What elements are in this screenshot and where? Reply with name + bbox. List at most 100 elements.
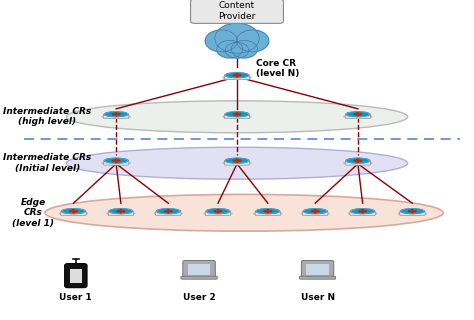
Ellipse shape — [351, 209, 374, 213]
Bar — [306, 264, 329, 275]
Ellipse shape — [60, 212, 87, 215]
Ellipse shape — [66, 147, 408, 179]
Ellipse shape — [256, 209, 280, 213]
Ellipse shape — [223, 115, 251, 118]
FancyBboxPatch shape — [345, 160, 371, 165]
Circle shape — [357, 160, 359, 161]
Circle shape — [120, 210, 122, 211]
Circle shape — [362, 212, 364, 213]
Circle shape — [233, 114, 235, 115]
Circle shape — [205, 30, 237, 52]
Ellipse shape — [228, 74, 246, 77]
Ellipse shape — [225, 158, 249, 163]
Circle shape — [236, 114, 238, 115]
Circle shape — [365, 211, 366, 212]
FancyBboxPatch shape — [224, 114, 250, 119]
Ellipse shape — [112, 210, 129, 213]
Circle shape — [117, 211, 119, 212]
Ellipse shape — [404, 210, 421, 213]
Text: Intermediate CRs
(high level): Intermediate CRs (high level) — [3, 107, 91, 126]
Circle shape — [354, 160, 356, 161]
Ellipse shape — [349, 113, 366, 116]
Circle shape — [115, 113, 117, 114]
Circle shape — [314, 210, 316, 211]
Circle shape — [225, 42, 249, 58]
Circle shape — [270, 211, 272, 212]
FancyBboxPatch shape — [108, 211, 134, 216]
Ellipse shape — [344, 115, 372, 118]
Circle shape — [236, 113, 238, 114]
FancyBboxPatch shape — [64, 264, 87, 288]
Circle shape — [267, 212, 269, 213]
Ellipse shape — [349, 212, 376, 215]
Text: User 2: User 2 — [182, 293, 216, 302]
Circle shape — [236, 159, 238, 160]
Circle shape — [360, 160, 362, 161]
Ellipse shape — [108, 159, 125, 162]
Circle shape — [357, 115, 359, 116]
Ellipse shape — [210, 210, 227, 213]
Ellipse shape — [109, 209, 133, 213]
Circle shape — [73, 212, 74, 213]
Circle shape — [118, 160, 120, 161]
FancyBboxPatch shape — [350, 211, 375, 216]
Circle shape — [70, 211, 72, 212]
Ellipse shape — [102, 115, 130, 118]
Text: Intermediate CRs
(Initial level): Intermediate CRs (Initial level) — [3, 154, 91, 173]
Circle shape — [362, 210, 364, 211]
Circle shape — [217, 212, 219, 213]
Circle shape — [359, 211, 361, 212]
Ellipse shape — [344, 161, 372, 164]
Circle shape — [123, 211, 125, 212]
Circle shape — [314, 212, 316, 213]
Circle shape — [236, 161, 238, 162]
Circle shape — [112, 114, 114, 115]
Circle shape — [317, 211, 319, 212]
FancyBboxPatch shape — [255, 211, 281, 216]
Circle shape — [164, 211, 166, 212]
FancyBboxPatch shape — [155, 211, 181, 216]
Circle shape — [264, 211, 266, 212]
FancyBboxPatch shape — [205, 211, 231, 216]
Circle shape — [267, 210, 269, 211]
Ellipse shape — [301, 212, 329, 215]
Circle shape — [167, 210, 169, 211]
Circle shape — [115, 115, 117, 116]
Circle shape — [236, 160, 238, 161]
FancyBboxPatch shape — [61, 211, 86, 216]
Circle shape — [357, 159, 359, 160]
Ellipse shape — [307, 210, 324, 213]
Circle shape — [217, 40, 243, 58]
FancyBboxPatch shape — [191, 0, 283, 23]
Bar — [188, 264, 210, 275]
Ellipse shape — [45, 194, 443, 231]
Ellipse shape — [259, 210, 276, 213]
Ellipse shape — [303, 209, 327, 213]
Ellipse shape — [206, 209, 230, 213]
Ellipse shape — [104, 158, 128, 163]
Circle shape — [357, 161, 359, 162]
Circle shape — [75, 211, 77, 212]
FancyBboxPatch shape — [70, 268, 82, 283]
Circle shape — [115, 159, 117, 160]
Circle shape — [120, 211, 122, 212]
Ellipse shape — [346, 112, 370, 116]
Circle shape — [170, 211, 172, 212]
Circle shape — [115, 161, 117, 162]
Ellipse shape — [160, 210, 177, 213]
Ellipse shape — [223, 161, 251, 164]
Ellipse shape — [62, 209, 85, 213]
Circle shape — [217, 211, 219, 212]
Circle shape — [167, 212, 169, 213]
Circle shape — [167, 211, 169, 212]
Ellipse shape — [225, 73, 249, 77]
Circle shape — [115, 160, 117, 161]
Ellipse shape — [107, 212, 135, 215]
FancyBboxPatch shape — [302, 211, 328, 216]
Circle shape — [112, 160, 114, 161]
Ellipse shape — [254, 212, 282, 215]
Circle shape — [236, 75, 238, 76]
Circle shape — [357, 113, 359, 114]
FancyBboxPatch shape — [183, 260, 215, 278]
Ellipse shape — [104, 112, 128, 116]
